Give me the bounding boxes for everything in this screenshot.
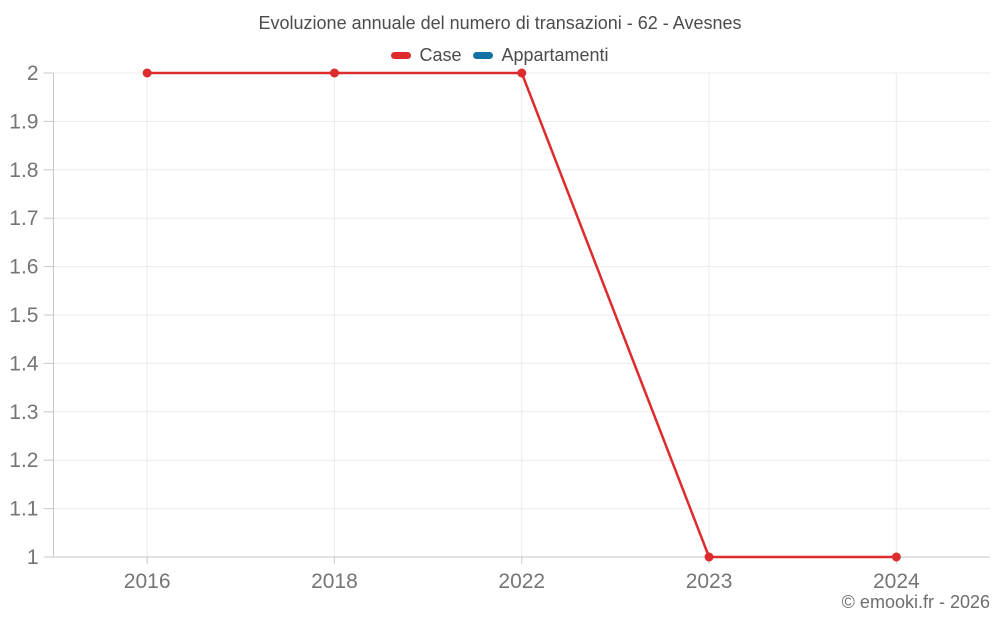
y-tick-label: 1.3 [9,401,38,424]
copyright-text: © emooki.fr - 2026 [841,592,990,612]
legend-label-case: Case [419,45,462,65]
x-tick-label: 2022 [498,570,545,593]
chart-legend: Case Appartamenti [0,45,1000,66]
x-tick-label: 2023 [686,570,733,593]
y-tick-label: 1.9 [9,110,38,133]
y-tick-label: 1.7 [9,207,38,230]
x-tick-label: 2018 [311,570,358,593]
data-point-case-2018[interactable] [329,68,339,78]
legend-swatch-case-icon [391,52,412,59]
y-tick-label: 1.5 [9,304,38,327]
legend-item-case[interactable]: Case [391,45,461,66]
y-tick-label: 1.6 [9,256,38,279]
data-point-case-2022[interactable] [517,68,527,78]
data-point-case-2023[interactable] [704,552,714,562]
chart-title: Evoluzione annuale del numero di transaz… [258,13,742,33]
y-tick-label: 1.8 [9,159,38,182]
data-point-case-2016[interactable] [142,68,152,78]
y-tick-label: 1.2 [9,449,38,472]
y-tick-label: 1 [27,546,39,569]
data-point-case-2024[interactable] [891,552,901,562]
y-tick-label: 1.1 [9,498,38,521]
legend-label-appartamenti: Appartamenti [501,45,609,65]
y-tick-label: 1.4 [9,352,39,375]
legend-item-appartamenti[interactable]: Appartamenti [473,45,609,66]
y-tick-label: 2 [27,62,39,85]
legend-swatch-appartamenti-icon [473,52,494,59]
x-tick-label: 2024 [873,570,920,593]
x-tick-label: 2016 [124,570,171,593]
